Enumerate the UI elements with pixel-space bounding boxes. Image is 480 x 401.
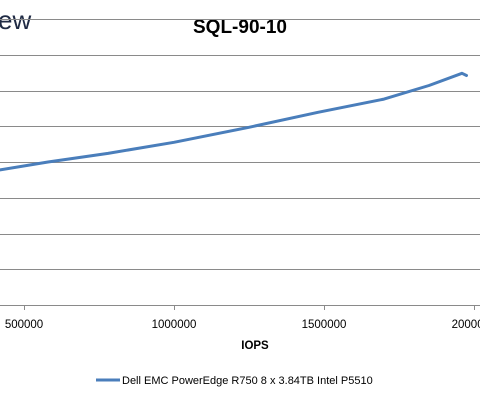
series-lines [0, 71, 468, 172]
x-axis-label: IOPS [241, 340, 269, 352]
legend-entry-label: Dell EMC PowerEdge R750 8 x 3.84TB Intel… [122, 375, 373, 387]
x-axis-ticks: 500000 1000000 1500000 2000000 [5, 305, 480, 331]
gridlines [0, 19, 480, 306]
x-tick-label-3: 2000000 [452, 319, 480, 331]
chart-title: SQL-90-10 [193, 17, 287, 38]
x-tick-label-2: 1500000 [302, 319, 347, 331]
x-tick-label-0: 500000 [5, 319, 43, 331]
series-line-0 [0, 71, 468, 172]
x-tick-label-1: 1000000 [152, 319, 197, 331]
legend: Dell EMC PowerEdge R750 8 x 3.84TB Intel… [96, 375, 373, 387]
